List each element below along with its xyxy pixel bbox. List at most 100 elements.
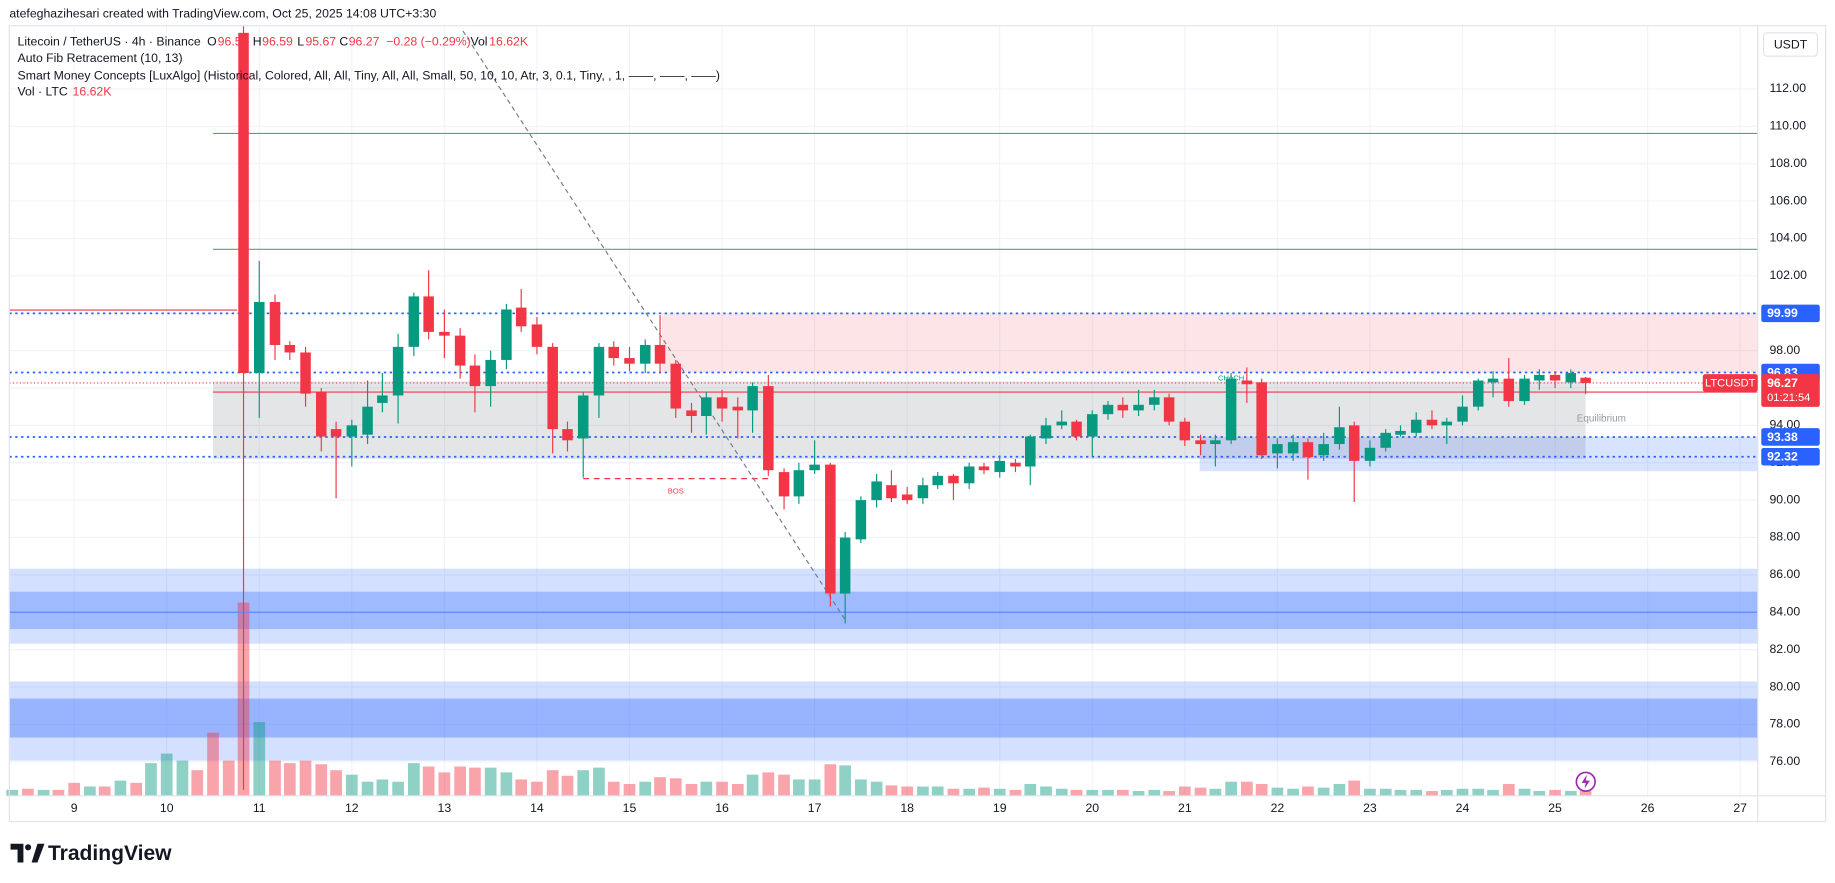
candle-body bbox=[330, 429, 342, 437]
volume-bar bbox=[145, 763, 157, 796]
x-tick-label: 10 bbox=[160, 801, 174, 815]
price-label-bg bbox=[1761, 447, 1820, 466]
x-tick-label: 11 bbox=[253, 801, 266, 815]
candle-body bbox=[1163, 397, 1175, 422]
currency[interactable]: USDT bbox=[1774, 37, 1808, 51]
alert-icon-bolt bbox=[1581, 774, 1590, 789]
candle-body bbox=[1426, 419, 1438, 426]
volume-bar bbox=[654, 777, 666, 796]
volume-bar bbox=[6, 789, 18, 796]
y-tick-label: 98.00 bbox=[1769, 343, 1800, 357]
volume-bar bbox=[685, 783, 698, 796]
volume-bar bbox=[839, 765, 852, 796]
candle-body bbox=[253, 302, 265, 374]
volume-bar bbox=[1564, 791, 1577, 796]
candle-body bbox=[778, 472, 790, 497]
candle-body bbox=[1087, 414, 1098, 437]
x-tick-label: 22 bbox=[1271, 801, 1285, 815]
volume-bar bbox=[207, 732, 219, 796]
candle-body bbox=[732, 406, 744, 411]
volume-bar bbox=[1116, 789, 1129, 796]
zone bbox=[9, 698, 1758, 738]
candle-body bbox=[1441, 421, 1453, 426]
volume-bar bbox=[1132, 791, 1145, 796]
candle-body bbox=[1287, 442, 1299, 454]
candle-body bbox=[747, 386, 758, 411]
candle-body bbox=[562, 429, 573, 441]
candle-body bbox=[1256, 382, 1267, 456]
volume-bar bbox=[130, 782, 143, 796]
candle-body bbox=[716, 397, 728, 409]
volume-bar bbox=[1024, 783, 1037, 796]
volume-bar bbox=[1379, 788, 1392, 796]
candle-body bbox=[300, 352, 311, 394]
h-value: 96.59 bbox=[262, 34, 293, 48]
attribution: atefeghazihesari created with TradingVie… bbox=[9, 6, 436, 20]
volume-bar bbox=[114, 780, 127, 796]
frame bbox=[8, 25, 1827, 823]
trendline bbox=[462, 30, 846, 621]
x-tick-label: 16 bbox=[715, 801, 729, 815]
y-tick-label: 82.00 bbox=[1769, 642, 1800, 656]
candle-body bbox=[1195, 440, 1206, 445]
candle-body bbox=[377, 395, 388, 403]
candle-body bbox=[1487, 378, 1499, 383]
volume-bar bbox=[1456, 788, 1469, 796]
price-label-bg bbox=[1761, 374, 1820, 407]
candle-body bbox=[1410, 419, 1422, 433]
volume-bar bbox=[1070, 789, 1083, 796]
y-tick-label: 76.00 bbox=[1769, 754, 1800, 768]
candle-body bbox=[932, 475, 943, 486]
volume-bar bbox=[484, 767, 497, 796]
volume-bar bbox=[392, 781, 404, 796]
candle-body bbox=[423, 296, 434, 332]
volume-bar bbox=[84, 786, 96, 796]
volume-bar bbox=[1426, 791, 1438, 796]
candle-body bbox=[1534, 374, 1545, 381]
x-tick-label: 26 bbox=[1641, 801, 1655, 815]
candle-body bbox=[1225, 378, 1237, 441]
x-tick-label: 24 bbox=[1456, 801, 1470, 815]
volume-bar bbox=[885, 785, 898, 796]
x-tick-label: 27 bbox=[1733, 801, 1747, 815]
candle-body bbox=[994, 460, 1005, 473]
candle-body bbox=[1102, 404, 1114, 415]
volume-bar bbox=[808, 779, 821, 796]
zone bbox=[661, 313, 1758, 373]
candle-body bbox=[469, 365, 481, 387]
y-tick-label: 86.00 bbox=[1769, 567, 1800, 581]
volume-bar bbox=[1178, 786, 1191, 796]
x-tick-label: 23 bbox=[1363, 801, 1377, 815]
plot-area: EquilibriumCHoCHBOS bbox=[6, 25, 1758, 796]
candle-body bbox=[1133, 404, 1144, 411]
y-tick-label: 88.00 bbox=[1769, 530, 1800, 544]
volume-bar bbox=[1255, 783, 1268, 796]
candle-body bbox=[1580, 377, 1591, 383]
indicator: Smart Money Concepts [LuxAlgo] (Historic… bbox=[18, 68, 720, 82]
symbol-tag-bg bbox=[1702, 374, 1758, 392]
vol-value: 16.62K bbox=[489, 34, 529, 48]
candle-body bbox=[501, 309, 512, 360]
volume-bar bbox=[222, 760, 235, 796]
y-tick-label: 90.00 bbox=[1769, 492, 1800, 506]
zone bbox=[9, 591, 1758, 630]
candle-body bbox=[1457, 406, 1468, 422]
volume-bar bbox=[361, 781, 374, 796]
currency-button[interactable] bbox=[1763, 32, 1819, 57]
candle-body bbox=[839, 537, 851, 594]
volume-bar bbox=[855, 779, 867, 796]
volume-bar bbox=[577, 770, 590, 796]
volume-bar bbox=[191, 770, 204, 796]
y-tick-label: 78.00 bbox=[1769, 717, 1800, 731]
volume-bar bbox=[1148, 789, 1161, 796]
volume-bar bbox=[1364, 788, 1376, 796]
volume-bar bbox=[1086, 789, 1099, 796]
countdown: 01:21:54 bbox=[1767, 392, 1810, 404]
volume-bar bbox=[1302, 786, 1314, 796]
volume-bar bbox=[993, 788, 1006, 796]
candle-body bbox=[1010, 462, 1021, 467]
x-tick-label: 25 bbox=[1548, 801, 1562, 815]
vol-label: Vol bbox=[470, 34, 487, 48]
volume-bar bbox=[623, 783, 636, 796]
c-value: 96.27 bbox=[349, 34, 380, 48]
